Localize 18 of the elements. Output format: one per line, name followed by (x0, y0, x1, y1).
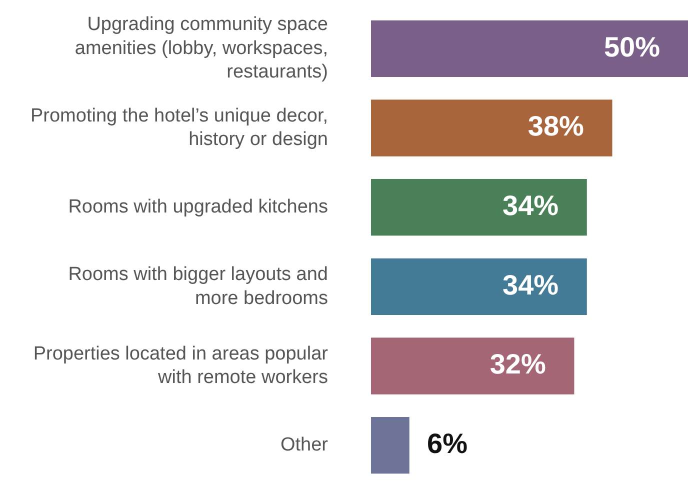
data-label: 34% (502, 269, 559, 300)
y-tick-label: Rooms with bigger layouts and more bedrooms (68, 264, 328, 309)
data-label: 50% (604, 31, 660, 62)
bar (371, 100, 612, 156)
data-label: 6% (427, 428, 468, 460)
bar (371, 179, 587, 236)
bar (371, 258, 587, 315)
bar (371, 338, 574, 394)
data-label: 32% (490, 348, 546, 380)
bar (371, 20, 688, 77)
y-tick-label: Upgrading community space amenities (lobby, workspaces, restaurants) (74, 14, 328, 83)
y-tick-label: Other (280, 434, 329, 456)
bar (371, 417, 410, 474)
data-label: 34% (502, 190, 559, 222)
y-tick-label: Properties located in areas popular with remote workers (33, 343, 329, 388)
data-label: 38% (528, 110, 584, 142)
y-tick-label: Promoting the hotel’s unique decor, history or design (30, 105, 328, 150)
y-tick-label: Rooms with upgraded kitchens (68, 196, 328, 218)
